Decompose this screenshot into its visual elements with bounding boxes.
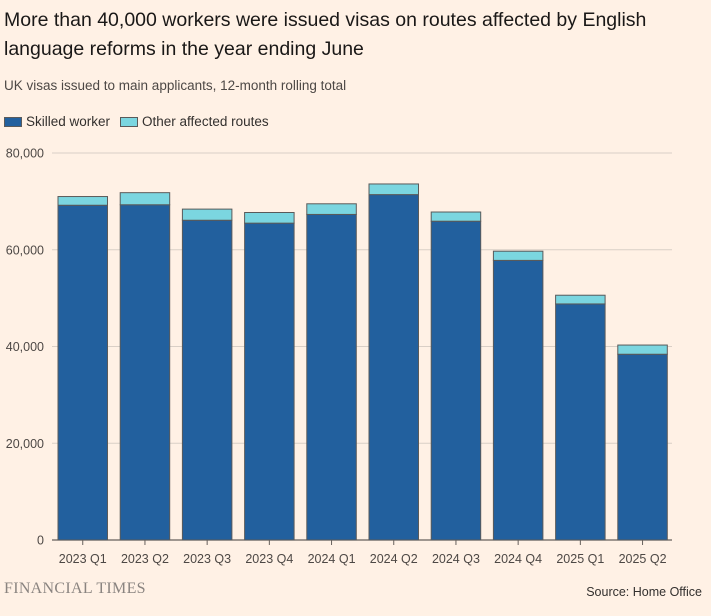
x-tick-label: 2023 Q2 (121, 552, 169, 566)
x-tick-label: 2023 Q1 (59, 552, 107, 566)
legend-label-other: Other affected routes (142, 114, 269, 129)
legend-label-skilled: Skilled worker (26, 114, 111, 129)
bar-chart: 0 20,000 40,000 60,000 80,000 2023 Q1 2023 Q2 2… (6, 147, 672, 566)
bar-other-routes (57, 196, 108, 206)
bar-skilled-worker (57, 204, 108, 541)
legend-item-skilled: Skilled worker (4, 114, 110, 129)
bar-other-routes (492, 250, 544, 261)
y-tick-label: 60,000 (6, 243, 44, 257)
x-tick-label: 2023 Q4 (245, 552, 293, 566)
bar-other-routes (368, 183, 419, 196)
ft-brand-logo: FINANCIAL TIMES (4, 580, 146, 597)
bar-other-routes (244, 212, 295, 224)
bar-other-routes (430, 211, 482, 222)
x-tick-label: 2025 Q1 (556, 552, 604, 566)
bar-skilled-worker (430, 220, 482, 541)
y-tick-label: 20,000 (6, 437, 44, 451)
chart-subtitle: UK visas issued to main applicants, 12-m… (4, 78, 347, 93)
bar-skilled-worker (555, 303, 606, 541)
legend-item-other: Other affected routes (120, 114, 269, 129)
x-tick-label: 2024 Q4 (494, 552, 542, 566)
bar-other-routes (555, 294, 606, 305)
bar-other-routes (617, 344, 668, 355)
legend: Skilled worker Other affected routes (4, 114, 279, 129)
x-tick-label: 2024 Q2 (370, 552, 418, 566)
bar-skilled-worker (306, 213, 357, 541)
chart-title: More than 40,000 workers were issued vis… (4, 9, 647, 60)
bar-other-routes (119, 192, 171, 206)
bar-other-routes (181, 208, 233, 221)
bar-skilled-worker (492, 259, 544, 541)
x-tick-label: 2024 Q1 (308, 552, 356, 566)
y-tick-label: 0 (37, 534, 44, 548)
y-tick-label: 80,000 (6, 147, 44, 161)
bar-skilled-worker (119, 204, 171, 541)
x-tick-label: 2025 Q2 (619, 552, 667, 566)
y-tick-label: 40,000 (6, 340, 44, 354)
bar-skilled-worker (617, 353, 668, 541)
legend-swatch-other (120, 116, 139, 127)
x-tick-label: 2024 Q3 (432, 552, 480, 566)
bar-other-routes (306, 203, 357, 215)
bar-skilled-worker (181, 219, 233, 541)
bar-skilled-worker (368, 194, 419, 541)
source-note: Source: Home Office (586, 585, 702, 599)
bar-skilled-worker (244, 222, 295, 541)
x-tick-label: 2023 Q3 (183, 552, 231, 566)
legend-swatch-skilled (4, 116, 22, 127)
